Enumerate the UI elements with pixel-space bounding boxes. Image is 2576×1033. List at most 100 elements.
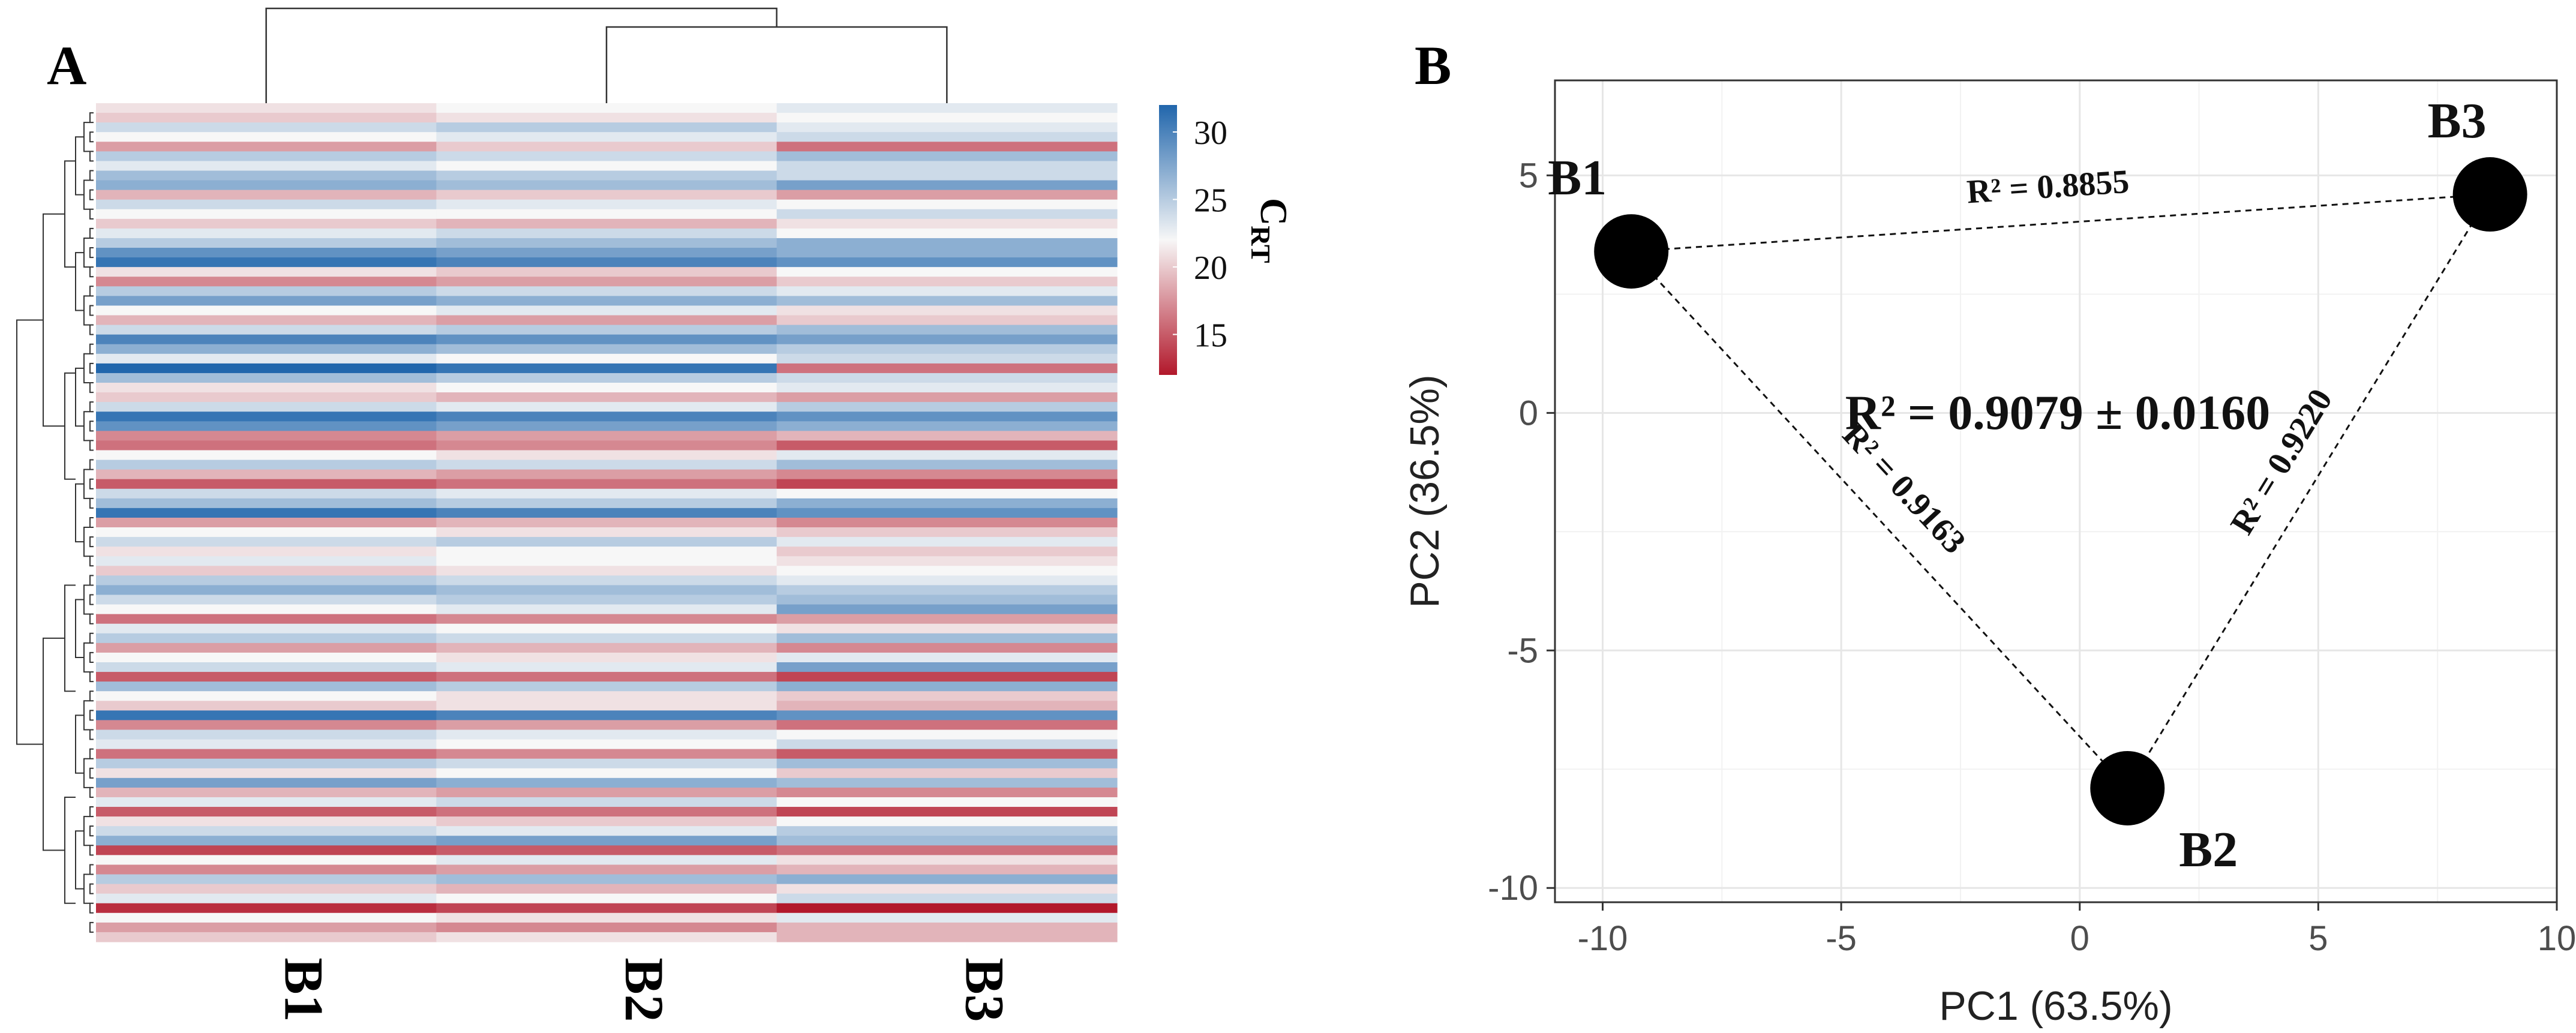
- heatmap-cell: [96, 132, 437, 142]
- dendrogram-branch: [89, 883, 94, 894]
- heatmap-cell: [96, 498, 437, 509]
- dendrogram-branch: [75, 136, 84, 196]
- heatmap-cell: [436, 488, 777, 499]
- heatmap-cell: [436, 238, 777, 248]
- y-tick-label: 0: [1519, 394, 1538, 433]
- heatmap-cell: [436, 575, 777, 586]
- heatmap-cell: [776, 498, 1118, 509]
- heatmap-cell: [436, 768, 777, 779]
- dendrogram-branch: [89, 266, 94, 278]
- heatmap-cell: [776, 884, 1118, 894]
- heatmap-cell: [776, 623, 1118, 634]
- heatmap-cell: [96, 681, 437, 692]
- heatmap-cell: [96, 344, 437, 355]
- dendrogram-branch: [83, 873, 90, 904]
- dendrogram-branch: [89, 459, 94, 470]
- dendrogram-branch: [89, 112, 94, 124]
- dendrogram-branch: [75, 714, 84, 774]
- heatmap-cell: [436, 932, 777, 942]
- heatmap-cell: [776, 922, 1118, 933]
- heatmap-cell: [436, 566, 777, 576]
- dendrogram-branch: [89, 767, 94, 779]
- heatmap-cell: [96, 142, 437, 152]
- dendrogram-branch: [89, 382, 94, 394]
- heatmap-cell: [436, 479, 777, 490]
- heatmap-cell: [776, 652, 1118, 663]
- heatmap-cell: [436, 421, 777, 431]
- heatmap-cell: [96, 662, 437, 672]
- heatmap-cell: [776, 392, 1118, 403]
- heatmap-cell: [436, 585, 777, 596]
- heatmap-cell: [96, 652, 437, 663]
- heatmap-cell: [96, 151, 437, 162]
- heatmap-cell: [776, 777, 1118, 788]
- dendrogram-branch: [89, 305, 94, 316]
- heatmap-cell: [96, 296, 437, 307]
- heatmap-cell: [776, 807, 1118, 817]
- heatmap-cell: [96, 585, 437, 596]
- heatmap-column-labels: B1 B2 B3: [274, 957, 1016, 1022]
- legend-tick-label: 30: [1194, 115, 1227, 152]
- correlation-edge: [2127, 194, 2491, 789]
- heatmap-cell: [436, 383, 777, 393]
- heatmap-column-label: B3: [954, 957, 1015, 1022]
- heatmap-cell: [436, 122, 777, 133]
- heatmap-cell: [96, 912, 437, 923]
- heatmap-cell: [436, 720, 777, 731]
- heatmap-cell: [96, 701, 437, 711]
- dendrogram-branch: [75, 367, 84, 427]
- heatmap-cell: [96, 488, 437, 499]
- heatmap-cell: [96, 749, 437, 759]
- heatmap-cell: [776, 161, 1118, 172]
- heatmap-cell: [96, 238, 437, 248]
- heatmap-cell: [96, 161, 437, 172]
- dendrogram-branch: [83, 237, 90, 268]
- dendrogram-branch: [89, 324, 94, 335]
- heatmap-cell: [776, 855, 1118, 866]
- dendrogram-branch: [75, 252, 84, 311]
- heatmap-cell: [776, 113, 1118, 123]
- heatmap-cell: [436, 701, 777, 711]
- heatmap-cell: [436, 594, 777, 605]
- heatmap-cell: [436, 267, 777, 277]
- point-label: B2: [2179, 822, 2238, 878]
- dendrogram-branch: [89, 786, 94, 798]
- heatmap-cell: [776, 758, 1118, 769]
- heatmap-cell: [776, 672, 1118, 682]
- heatmap-cell: [776, 594, 1118, 605]
- heatmap-cell: [776, 257, 1118, 268]
- heatmap-cell: [96, 932, 437, 942]
- dendrogram-branch: [89, 497, 94, 509]
- heatmap-cell: [96, 305, 437, 316]
- heatmap-cell: [776, 412, 1118, 422]
- dendrogram-branch: [16, 319, 43, 745]
- dendrogram-branch: [89, 247, 94, 259]
- dendrogram-branch: [64, 796, 76, 904]
- panel-a-label: A: [47, 35, 86, 96]
- heatmap-cell: [436, 903, 777, 914]
- heatmap-cell: [436, 151, 777, 162]
- x-tick-label: 0: [2070, 919, 2089, 958]
- heatmap-cell: [436, 681, 777, 692]
- heatmap-cell: [96, 566, 437, 576]
- heatmap-cell: [776, 238, 1118, 248]
- dendrogram-branch: [89, 748, 94, 759]
- correlation-edge: [1631, 193, 2490, 253]
- heatmap-cell: [436, 286, 777, 296]
- dendrogram-branch: [265, 7, 777, 103]
- y-tick-label: 5: [1519, 156, 1538, 195]
- heatmap-cell: [776, 701, 1118, 711]
- heatmap-cell: [776, 912, 1118, 923]
- heatmap-cell: [776, 218, 1118, 229]
- heatmap-cell: [96, 334, 437, 345]
- heatmap-cell: [436, 170, 777, 181]
- heatmap-cell: [96, 469, 437, 480]
- heatmap-cell: [436, 691, 777, 701]
- heatmap-cell: [96, 199, 437, 210]
- heatmap-cell: [96, 248, 437, 258]
- dendrogram-branch: [89, 189, 94, 200]
- heatmap-cell: [776, 325, 1118, 335]
- dendrogram-branch: [83, 642, 90, 673]
- x-tick-label: -10: [1578, 919, 1628, 958]
- heatmap-cell: [776, 720, 1118, 731]
